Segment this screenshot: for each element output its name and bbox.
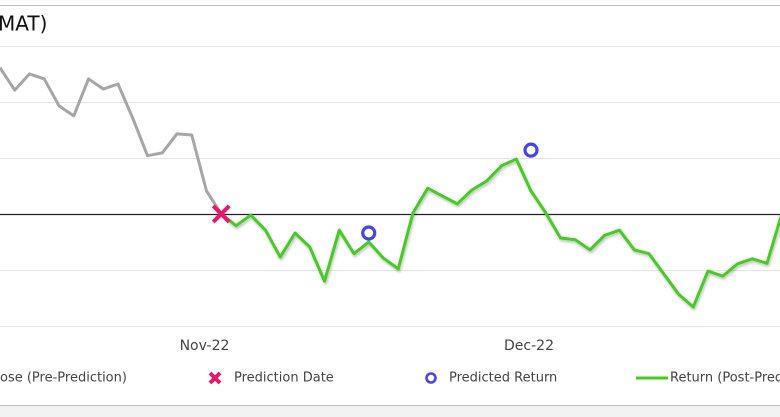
x-marker: [211, 204, 231, 224]
x-tick-label: Nov-22: [180, 338, 230, 354]
x-stroke: [208, 371, 222, 385]
x-tick-label: Dec-22: [504, 338, 554, 354]
line-series: [220, 157, 780, 309]
legend-label: ose (Pre-Prediction): [0, 371, 127, 386]
legend-swatch: [208, 371, 222, 385]
legend-swatch: [425, 372, 437, 384]
circle-marker: [361, 225, 377, 241]
legend-label: Prediction Date: [234, 371, 334, 386]
x-stroke: [211, 204, 231, 224]
chart-title: MAT): [0, 12, 47, 36]
line-series: [0, 66, 223, 215]
legend-label: Predicted Return: [449, 371, 557, 386]
circle-marker: [523, 142, 539, 158]
footer-band: [0, 405, 780, 417]
legend-label: Return (Post-Pred: [670, 371, 780, 386]
